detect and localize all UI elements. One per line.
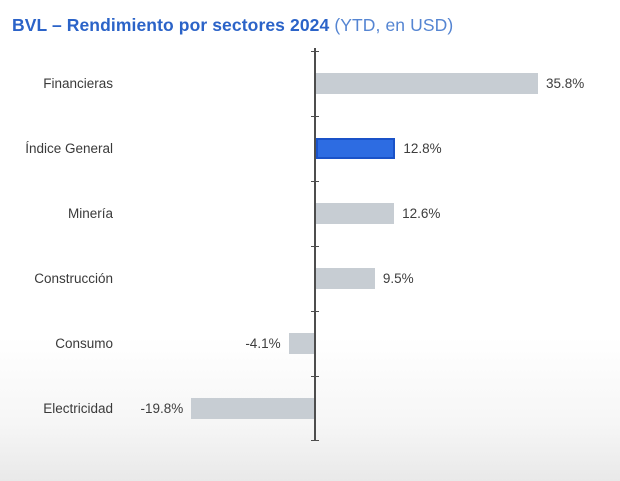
category-label-mineria: Minería — [67, 205, 113, 221]
category-label-indice-general: Índice General — [25, 140, 113, 156]
value-label-consumo: -4.1% — [245, 335, 281, 351]
chart-title: BVL – Rendimiento por sectores 2024 (YTD,… — [12, 13, 453, 37]
value-label-mineria: 12.6% — [402, 205, 441, 221]
bar-financieras — [316, 72, 538, 94]
axis-tick — [311, 375, 319, 377]
axis-tick — [311, 245, 319, 247]
bar-construccion — [316, 267, 375, 289]
value-label-electricidad: -19.8% — [140, 400, 184, 416]
category-label-electricidad: Electricidad — [43, 400, 113, 416]
axis-tick — [311, 439, 319, 441]
axis-tick — [311, 180, 319, 182]
bar-mineria — [316, 202, 395, 224]
value-label-construccion: 9.5% — [382, 270, 414, 286]
category-label-construccion: Construcción — [34, 270, 113, 286]
chart-title-main: BVL – Rendimiento por sectores 2024 — [12, 15, 330, 35]
axis-tick — [311, 115, 319, 117]
category-label-consumo: Consumo — [55, 335, 113, 351]
bar-consumo — [288, 332, 314, 354]
bar-indice-general — [316, 137, 396, 159]
value-label-indice-general: 12.8% — [403, 140, 442, 156]
chart-title-suffix: (YTD, en USD) — [334, 15, 454, 35]
bar-electricidad — [191, 397, 314, 419]
category-label-financieras: Financieras — [43, 75, 113, 91]
value-label-financieras: 35.8% — [545, 75, 585, 91]
axis-tick — [311, 50, 319, 52]
axis-tick — [311, 310, 319, 312]
baseline-axis — [314, 48, 316, 441]
